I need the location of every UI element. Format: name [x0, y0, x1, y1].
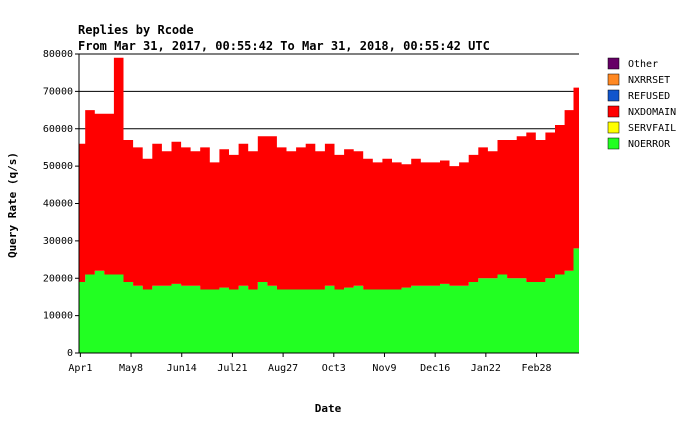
legend-swatch-noerror [607, 137, 620, 150]
legend: Other NXRRSET REFUSED NXDOMAIN SERVFAIL NOERR… [607, 57, 676, 150]
y-tick-label: 60000 [43, 124, 73, 135]
plot-area [79, 57, 579, 353]
x-tick-label: Oct3 [322, 363, 346, 374]
x-tick-label: May8 [119, 363, 143, 374]
series-area-nxdomain [79, 57, 579, 290]
x-tick-label: Jul21 [217, 363, 247, 374]
legend-swatch-other [607, 57, 620, 70]
x-tick-label: Aug27 [268, 363, 298, 374]
legend-label-nxrrset: NXRRSET [628, 75, 670, 86]
x-tick-label: Nov9 [372, 363, 396, 374]
x-tick-label: Apr1 [68, 363, 92, 374]
y-tick-label: 50000 [43, 161, 73, 172]
series-area-noerror [79, 248, 579, 353]
y-tick-label: 40000 [43, 199, 73, 210]
legend-swatch-refused [607, 89, 620, 102]
legend-swatch-servfail [607, 121, 620, 134]
legend-label-nxdomain: NXDOMAIN [628, 107, 676, 118]
y-tick-label: 20000 [43, 273, 73, 284]
legend-swatch-nxrrset [607, 73, 620, 86]
x-axis-title: Date [315, 402, 342, 415]
y-tick-label: 70000 [43, 86, 73, 97]
y-axis-title: Query Rate (q/s) [6, 152, 19, 258]
y-tick-label: 30000 [43, 236, 73, 247]
y-tick-label: 80000 [43, 49, 73, 60]
legend-label-noerror: NOERROR [628, 139, 671, 150]
y-tick-label: 10000 [43, 311, 73, 322]
legend-label-refused: REFUSED [628, 91, 670, 102]
chart-subtitle: From Mar 31, 2017, 00:55:42 To Mar 31, 2… [78, 39, 490, 53]
legend-label-servfail: SERVFAIL [628, 123, 676, 134]
chart-title: Replies by Rcode [78, 23, 194, 37]
x-axis: Apr1 May8 Jun14 Jul21 Aug27 Oct3 Nov9 Dec16 Jan2… [68, 352, 579, 374]
grid-lines [79, 53, 579, 130]
y-tick-label: 0 [67, 348, 73, 359]
x-tick-label: Jun14 [167, 363, 197, 374]
x-tick-label: Jan22 [471, 363, 501, 374]
y-axis: 0 10000 20000 30000 40000 50000 60000 70000 8000… [43, 49, 80, 359]
x-tick-label: Feb28 [521, 363, 551, 374]
legend-swatch-nxdomain [607, 105, 620, 118]
legend-label-other: Other [628, 59, 658, 70]
x-tick-label: Dec16 [420, 363, 450, 374]
